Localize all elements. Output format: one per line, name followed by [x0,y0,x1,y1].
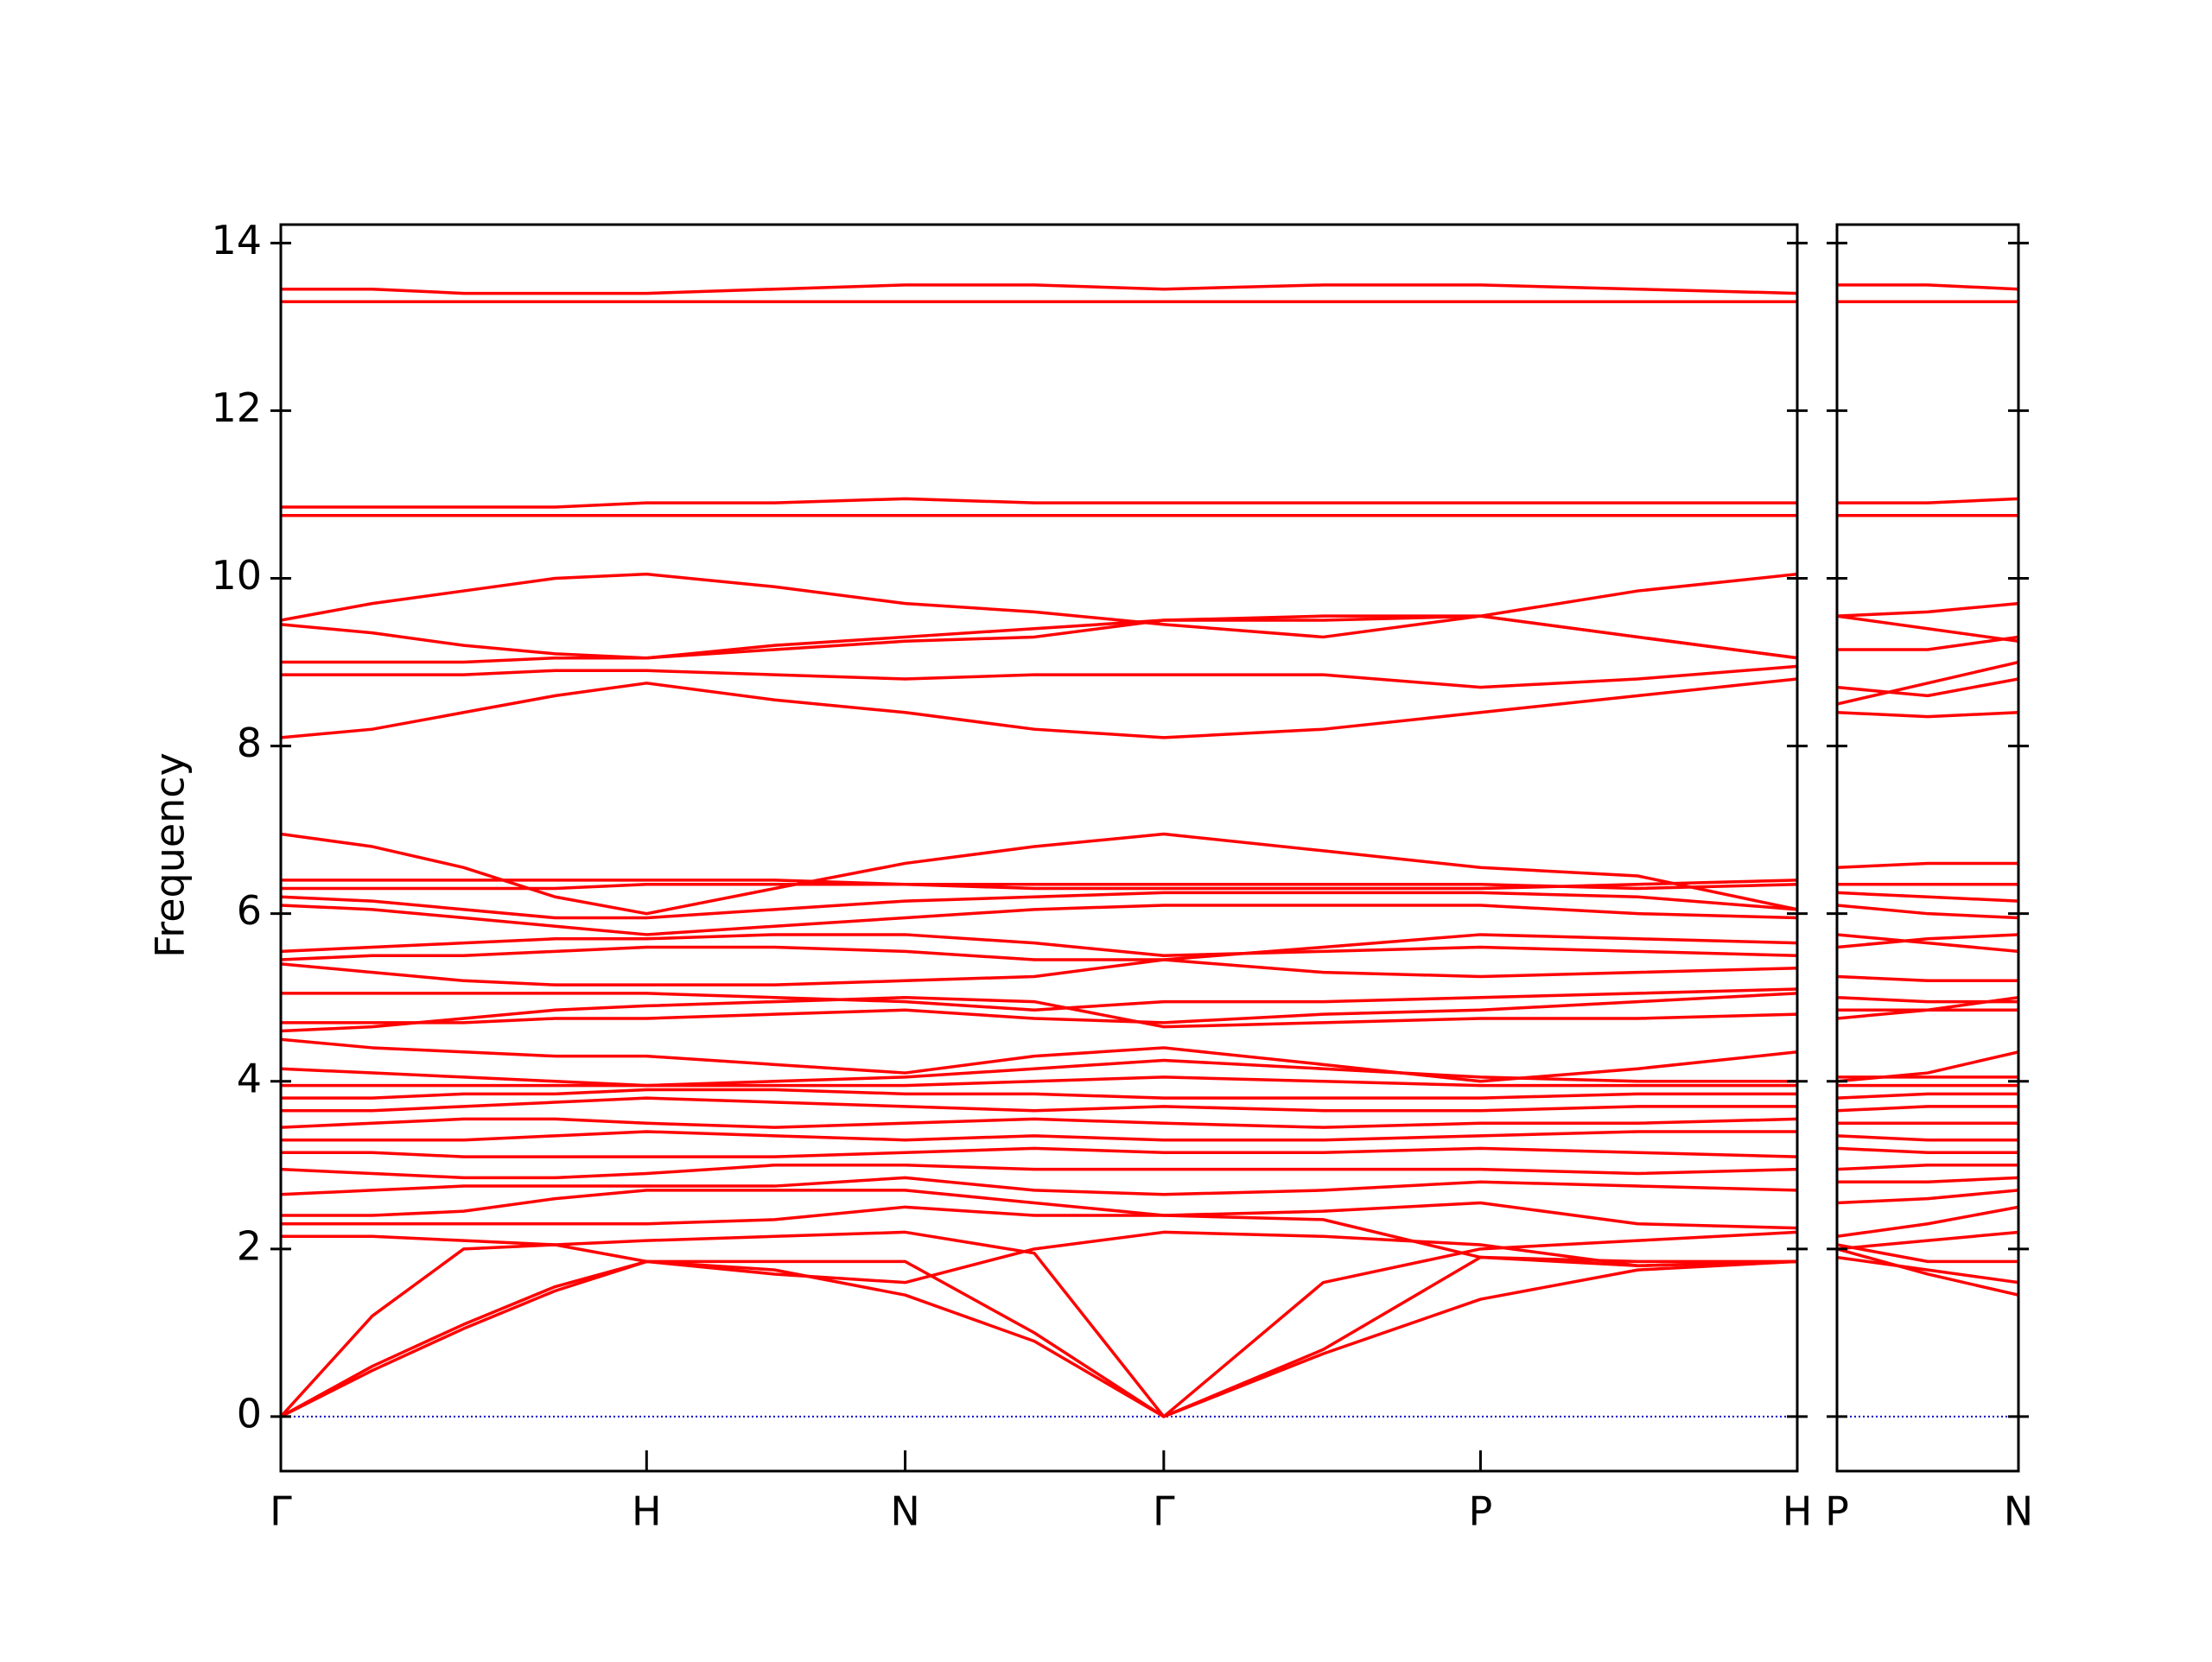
band-line [1837,904,2018,920]
band-line [1837,1105,2018,1113]
band-line [1837,1205,2018,1239]
band-line [281,1058,1797,1088]
x-tick-label: N [2004,1488,2033,1535]
band-line [281,1230,1797,1285]
band-line [1837,660,2018,706]
band-line [281,1096,1797,1113]
band-line [281,1164,1797,1180]
band-line [281,1205,1797,1264]
band-line [281,904,1797,936]
x-tick-label: Γ [1153,1488,1175,1535]
band-line [281,1075,1797,1088]
band-line [1837,995,2018,1004]
band-line [1837,974,2018,983]
band-line [281,1146,1797,1158]
band-line [1837,283,2018,291]
band-line [1837,1243,2018,1264]
band-line [1837,635,2018,651]
band-line [1837,861,2018,870]
y-tick-label: 8 [237,720,262,766]
band-line [281,1230,1797,1418]
y-tick-label: 0 [237,1390,262,1437]
y-tick-label: 6 [237,887,262,934]
band-line [281,1176,1797,1196]
band-line [1837,1255,2018,1285]
band-line [281,1037,1797,1083]
band-line [281,283,1797,295]
y-axis-label: Frequency [147,752,194,958]
band-line [281,677,1797,739]
band-line [1837,1164,2018,1171]
plot-frame [279,223,1799,1473]
band-line [281,497,1797,509]
band-line [1837,933,2018,949]
band-line [281,832,1797,916]
x-tick-label: H [632,1488,662,1535]
band-line [1837,601,2018,618]
x-tick-label: N [890,1488,919,1535]
band-line [281,891,1797,920]
band-line [1837,677,2018,698]
y-tick-label: 10 [211,552,262,599]
band-line [1837,497,2018,504]
band-line [281,995,1797,1033]
band-line [281,572,1797,639]
x-tick-label: H [1783,1488,1813,1535]
band-line [1837,614,2018,644]
band-line [1837,1230,2018,1251]
band-line [281,1088,1797,1100]
band-line [281,614,1797,664]
band-line [281,933,1797,961]
x-tick-label: P [1825,1488,1849,1535]
band-line [281,1189,1797,1230]
plot-frame [1835,223,2020,1473]
band-line [281,987,1797,1012]
band-line [1837,1189,2018,1205]
band-line [281,992,1797,1024]
band-line [281,933,1797,957]
band-line [281,664,1797,689]
y-tick-label: 4 [237,1055,262,1101]
band-line [1837,1146,2018,1154]
band-line [1837,711,2018,719]
y-tick-label: 12 [211,384,262,431]
y-tick-label: 2 [237,1222,262,1269]
x-tick-label: Γ [270,1488,292,1535]
band-line [1837,1134,2018,1142]
x-tick-label: P [1469,1488,1493,1535]
band-line [1837,1092,2018,1100]
band-line [281,958,1797,986]
band-line [1837,933,2018,954]
band-line [281,879,1797,891]
band-line [1837,891,2018,903]
band-line [1837,1050,2018,1083]
band-line [281,1117,1797,1129]
band-line [1837,1247,2018,1297]
band-line [281,1259,1797,1418]
band-line [1837,1176,2018,1183]
y-tick-label: 14 [211,217,262,263]
band-line [281,1130,1797,1142]
